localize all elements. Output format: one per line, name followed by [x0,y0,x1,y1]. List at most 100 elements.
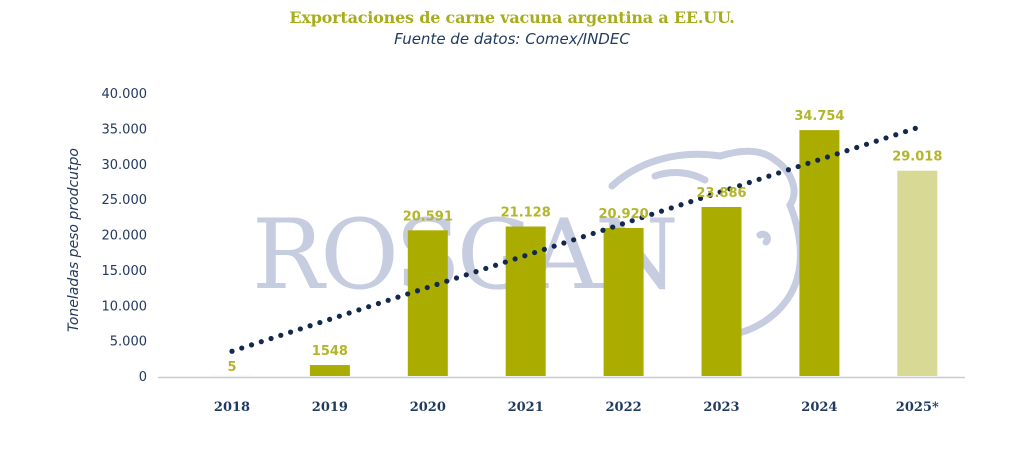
trendline-dot [483,265,489,272]
trendline-dot [522,253,528,259]
trendline-dot [405,291,411,297]
trendline-dot [805,160,811,166]
x-axis: 2018 2019 2020 2021 2022 2023 2024 2025* [214,400,939,415]
data-label: 5 [227,360,236,375]
y-tick-label: 0 [139,370,147,385]
chart-title: Exportaciones de carne vacuna argentina … [289,8,735,27]
trendline-dot [707,192,713,198]
y-tick-label: 15.000 [102,264,148,279]
trendline-dot [434,281,440,287]
trendline-dot [414,288,421,294]
trendline-dot [746,179,752,186]
y-tick-label: 25.000 [102,193,148,208]
trendline-dot [317,319,323,326]
data-label: 23.886 [696,186,746,201]
trendline-dot [717,189,723,195]
bar-2022 [603,227,644,376]
bar-2019 [309,365,350,376]
trendline-dot [248,342,255,348]
data-labels: 5 1548 20.591 21.128 20.920 23.886 34.754 29.01… [227,109,942,375]
trendline-dot [307,323,313,329]
bars [212,130,938,376]
trendline-dot [893,132,899,138]
y-axis-label: Toneladas peso prodcutpo [66,148,82,332]
trendline-dot [727,186,733,192]
trendline-dot [239,345,245,351]
x-tick-label: 2021 [508,400,544,415]
y-axis: 0 5.000 10.000 15.000 20.000 25.000 30.000 35.0… [102,87,148,385]
trendline-dot [453,275,460,281]
trendline-dot [844,148,850,154]
trendline-dot [776,170,782,176]
trendline-dot [678,202,684,208]
trendline-dot [366,304,372,310]
trendline-dot [346,310,352,316]
bar-2020 [407,230,448,376]
trendline-dot [619,221,626,227]
trendline-dot [473,269,479,275]
trendline-dot [873,138,879,144]
trendline-dot [492,262,499,268]
trendline-dot [561,240,567,246]
x-tick-label: 2018 [214,400,250,415]
trendline-dot [287,329,294,335]
y-tick-label: 5.000 [110,335,147,350]
trendline-dot [463,272,469,278]
x-tick-label: 2024 [801,400,837,415]
trendline-dot [863,141,870,147]
x-tick-label: 2023 [703,400,739,415]
trendline-dot [688,199,694,205]
trendline-dot [571,237,577,243]
data-label: 29.018 [892,150,942,165]
trendline-dot [629,218,635,224]
trendline-dot [356,307,362,313]
bar-2024 [799,130,840,376]
bar-2021 [505,226,546,376]
trendline-dot [697,195,704,202]
y-tick-label: 30.000 [102,158,148,173]
y-tick-label: 10.000 [102,299,148,314]
trendline-dot [502,259,508,265]
trendline-dot [600,227,606,233]
trendline-dot [444,278,450,284]
trendline-dot [336,313,342,319]
trendline-dot [532,249,538,256]
x-tick-label: 2022 [606,400,642,415]
trendline-dot [649,211,655,217]
bar-2025 [897,170,938,376]
trendline-dot [785,167,792,173]
trendline-dot [756,176,762,182]
trendline-dot [278,332,284,338]
trendline-dot [639,214,645,221]
chart-subtitle: Fuente de datos: Comex/INDEC [394,30,630,48]
trendline [229,125,918,354]
trendline-dot [297,326,303,332]
trendline-dot [815,157,821,163]
trendline-dot [541,246,547,252]
trendline-dot [268,335,274,342]
trendline-dot [395,294,401,300]
bar-2023 [701,207,742,376]
trendline-dot [824,154,831,160]
data-label: 1548 [312,344,348,359]
trendline-dot [512,256,518,262]
trendline-dot [424,284,430,291]
trendline-dot [551,243,557,249]
data-label: 20.591 [403,209,453,224]
cow-head-icon [608,147,804,339]
data-label: 34.754 [794,109,844,124]
trendline-dot [912,125,918,131]
trendline-dot [590,230,596,237]
trendline-dot [385,297,391,303]
trendline-dot [375,300,382,307]
data-label: 20.920 [599,207,649,222]
trendline-dot [327,316,333,322]
trendline-dot [854,144,860,151]
y-tick-label: 20.000 [102,229,148,244]
y-tick-label: 35.000 [102,122,148,137]
trendline-dot [736,183,743,189]
trendline-dot [883,135,889,141]
trendline-dot [658,208,665,214]
trendline-dot [902,128,909,135]
